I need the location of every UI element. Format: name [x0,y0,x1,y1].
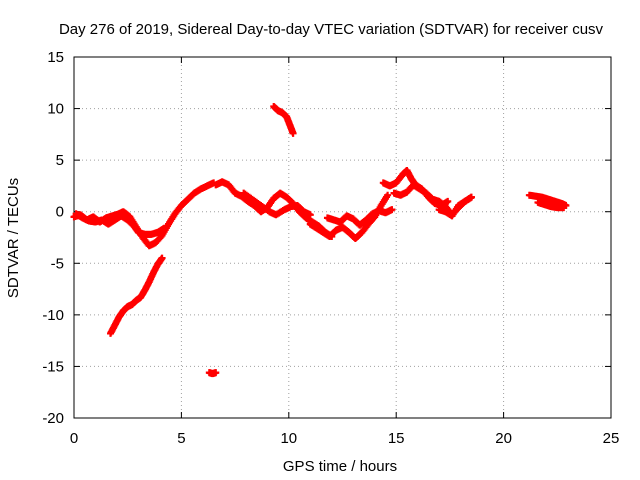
y-tick-label: -15 [42,358,64,375]
data-point [467,193,475,201]
series-arc-7 [270,103,297,137]
data-point [212,369,220,377]
data-point [160,224,168,232]
series-arc-2 [72,210,168,238]
series-arc-4 [205,369,220,378]
data-point [158,254,166,262]
data-point [384,191,392,199]
x-tick-label: 25 [603,430,620,447]
data-point [560,204,568,212]
y-tick-label: 0 [56,204,64,221]
series-arc-3 [107,254,166,337]
x-tick-label: 0 [70,430,78,447]
chart-title: Day 276 of 2019, Sidereal Day-to-day VTE… [59,21,604,38]
grid [74,57,611,418]
data-point [289,129,297,137]
x-tick-label: 5 [177,430,185,447]
series-arc-6 [240,189,314,219]
data-points [70,103,570,378]
y-tick-label: -10 [42,307,64,324]
plot-frame [73,56,612,419]
data-point [388,206,396,214]
y-tick-label: 15 [47,49,64,66]
y-tick-label: 10 [47,101,64,118]
y-tick-label: 5 [56,152,64,169]
x-tick-label: 15 [388,430,405,447]
axis-ticks: 0 5 10 15 20 25 -20 -15 -10 -5 0 5 10 15 [42,49,619,447]
y-tick-label: -5 [51,255,64,272]
x-tick-label: 10 [280,430,297,447]
x-axis-label: GPS time / hours [283,458,397,475]
series-arc-12 [435,193,475,220]
data-point [306,211,314,219]
data-point [444,197,452,205]
y-axis-label: SDTVAR / TECUs [5,178,22,298]
series-arc-1 [70,179,218,250]
series-arc-9 [323,206,396,229]
y-tick-label: -20 [42,410,64,427]
x-tick-label: 20 [495,430,512,447]
series-arc-14 [534,198,568,212]
